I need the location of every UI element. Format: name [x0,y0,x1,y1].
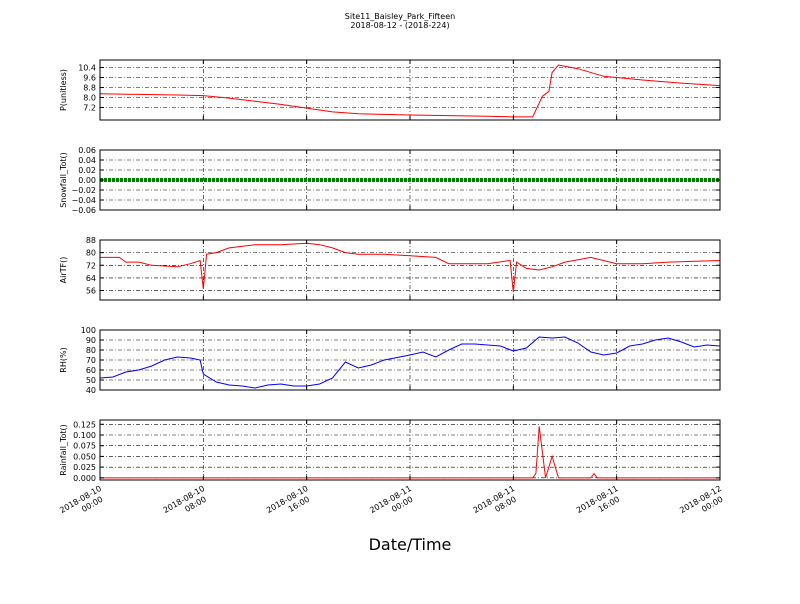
figure-subtitle: 2018-08-12 - (2018-224) [350,21,449,30]
series-line [99,336,721,389]
y-tick-label: 56 [86,287,96,296]
series-line [99,64,721,118]
y-tick-label: 0.02 [78,166,96,175]
y-tick-label: 90 [86,336,96,345]
y-tick-label: 0.06 [78,146,96,155]
y-axis-label: AirTF() [59,257,68,284]
y-tick-label: 60 [86,366,96,375]
y-tick-label: 80 [86,249,96,258]
x-axis-label: Date/Time [369,535,452,554]
y-tick-label: 0.050 [73,452,96,461]
y-tick-label: 70 [86,356,96,365]
y-axis-label: Rainfall_Tot() [59,424,68,476]
y-tick-label: 88 [86,236,96,245]
y-tick-label: 0.075 [73,442,96,451]
y-tick-label: 0.100 [73,431,96,440]
x-tick-label: 2018-08-1116:00 [575,484,625,524]
x-tick-label: 2018-08-1008:00 [162,484,212,524]
y-tick-label: 10.4 [78,64,96,73]
y-tick-label: 8.0 [83,94,96,103]
y-tick-label: 40 [86,386,96,395]
x-tick-label: 2018-08-1200:00 [678,484,728,524]
x-tick-label: 2018-08-1016:00 [265,484,315,524]
y-tick-label: 0.04 [78,156,96,165]
series-line [100,242,721,293]
x-tick-label: 2018-08-1000:00 [58,484,108,524]
y-tick-label: 100 [81,326,96,335]
y-tick-label: 7.2 [83,104,96,113]
panel-1: 7.28.08.89.610.4 P(unitless) [59,59,721,121]
figure-title: Site11_Baisley_Park_Fifteen [345,12,455,21]
y-tick-label: 72 [86,261,96,270]
y-axis-label: Snowfall_Tot() [59,152,68,208]
y-tick-label: −0.04 [71,196,96,205]
y-tick-label: 9.6 [83,74,96,83]
y-tick-label: 0.000 [73,474,96,483]
series-line [100,426,720,479]
y-tick-label: 8.8 [83,84,96,93]
x-tick-label: 2018-08-1100:00 [368,484,418,524]
y-tick-label: −0.02 [71,186,96,195]
y-tick-label: 0.00 [78,176,96,185]
y-tick-label: 0.025 [73,463,96,472]
x-tick-label: 2018-08-1108:00 [472,484,522,524]
y-axis-label: P(unitless) [59,69,68,111]
y-axis-label: RH(%) [59,347,68,372]
y-tick-label: −0.06 [71,206,96,215]
y-tick-label: 64 [86,274,96,283]
y-tick-label: 0.125 [73,420,96,429]
y-tick-label: 50 [86,376,96,385]
panel-3: 56 64 72 80 88 AirTF() [59,236,721,301]
y-tick-label: 80 [86,346,96,355]
panel-2: −0.06−0.04−0.020.000.020.040.06 Snowfall_… [59,146,721,215]
